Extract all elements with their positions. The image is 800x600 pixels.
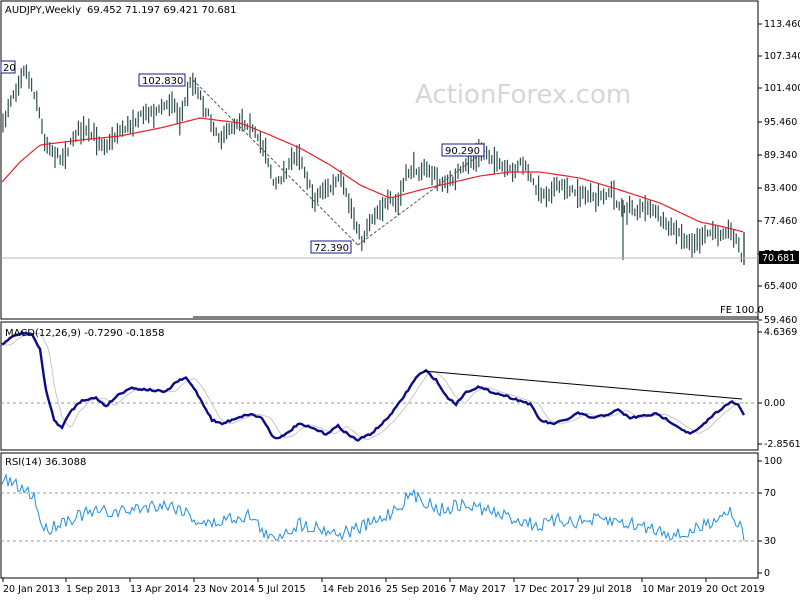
svg-text:20: 20 bbox=[3, 63, 16, 74]
price-tick-label: 89.340 bbox=[764, 150, 797, 161]
macd-panel bbox=[0, 321, 759, 451]
ohlc-values: 69.452 71.197 69.421 70.681 bbox=[87, 5, 237, 16]
rsi-tick-label: 30 bbox=[764, 536, 776, 547]
rsi-line bbox=[1, 472, 745, 542]
macd-title: MACD(12,26,9) -0.7290 -0.1858 bbox=[5, 328, 165, 339]
price-bars bbox=[2, 64, 745, 265]
x-tick-label: 10 Mar 2019 bbox=[642, 584, 702, 595]
price-tick-label: 65.400 bbox=[764, 281, 797, 292]
fe-label: FE 100.0 bbox=[720, 305, 764, 316]
watermark: ActionForex.com bbox=[415, 80, 631, 110]
current-price-badge: 70.681 bbox=[759, 251, 799, 264]
macd-signal-line bbox=[2, 332, 745, 440]
macd-line bbox=[1, 330, 746, 442]
projection-line-2 bbox=[357, 149, 487, 246]
x-tick-label: 29 Jul 2018 bbox=[578, 584, 632, 595]
annotation-low-72: 72.390 bbox=[310, 240, 352, 254]
price-tick-label: 83.400 bbox=[764, 183, 797, 194]
x-tick-label: 20 Oct 2019 bbox=[706, 584, 765, 595]
rsi-title: RSI(14) 36.3088 bbox=[5, 457, 86, 468]
price-tick-label: 95.460 bbox=[764, 117, 797, 128]
annotation-high-90: 90.290 bbox=[441, 143, 485, 157]
x-tick-label: 5 Jul 2015 bbox=[258, 584, 306, 595]
x-tick-label: 7 May 2017 bbox=[450, 584, 506, 595]
rsi-y-axis: 100 70 30 0 bbox=[758, 456, 782, 579]
svg-text:70.681: 70.681 bbox=[762, 253, 795, 264]
price-tick-label: 101.400 bbox=[764, 83, 800, 94]
projection-line-1 bbox=[192, 79, 359, 246]
x-tick-label: 17 Dec 2017 bbox=[514, 584, 575, 595]
rsi-tick-label: 100 bbox=[764, 456, 782, 467]
annotation-20: 20 bbox=[0, 60, 16, 74]
x-tick-label: 23 Nov 2014 bbox=[194, 584, 255, 595]
symbol-label: AUDJPY,Weekly bbox=[5, 5, 81, 16]
rsi-panel bbox=[0, 452, 759, 579]
macd-tick-label: -2.8561 bbox=[764, 439, 800, 450]
svg-text:90.290: 90.290 bbox=[445, 146, 480, 157]
x-tick-label: 14 Feb 2016 bbox=[322, 584, 381, 595]
price-panel bbox=[0, 0, 759, 320]
macd-y-axis: 4.6369 0.00 -2.8561 bbox=[758, 327, 800, 450]
macd-trendline bbox=[423, 370, 743, 400]
x-axis: 20 Jan 2013 1 Sep 2013 13 Apr 2014 23 Nov 2… bbox=[2, 578, 765, 595]
price-tick-label: 107.340 bbox=[764, 51, 800, 62]
x-tick-label: 1 Sep 2013 bbox=[66, 584, 120, 595]
rsi-tick-label: 70 bbox=[764, 488, 776, 499]
moving-average-line bbox=[1, 117, 744, 233]
x-tick-label: 13 Apr 2014 bbox=[130, 584, 189, 595]
macd-tick-label: 0.00 bbox=[764, 398, 785, 409]
svg-text:102.830: 102.830 bbox=[142, 76, 183, 87]
price-tick-label: 77.460 bbox=[764, 216, 797, 227]
x-tick-label: 20 Jan 2013 bbox=[3, 584, 60, 595]
annotation-high-102: 102.830 bbox=[138, 73, 186, 87]
rsi-tick-label: 0 bbox=[764, 568, 770, 579]
svg-text:72.390: 72.390 bbox=[314, 243, 349, 254]
price-y-axis: 113.460 107.340 101.400 95.460 89.340 83.400 7… bbox=[758, 19, 800, 326]
price-tick-label: 113.460 bbox=[764, 19, 800, 30]
macd-tick-label: 4.6369 bbox=[764, 327, 797, 338]
price-tick-label: 59.460 bbox=[764, 315, 797, 326]
x-tick-label: 25 Sep 2016 bbox=[386, 584, 446, 595]
